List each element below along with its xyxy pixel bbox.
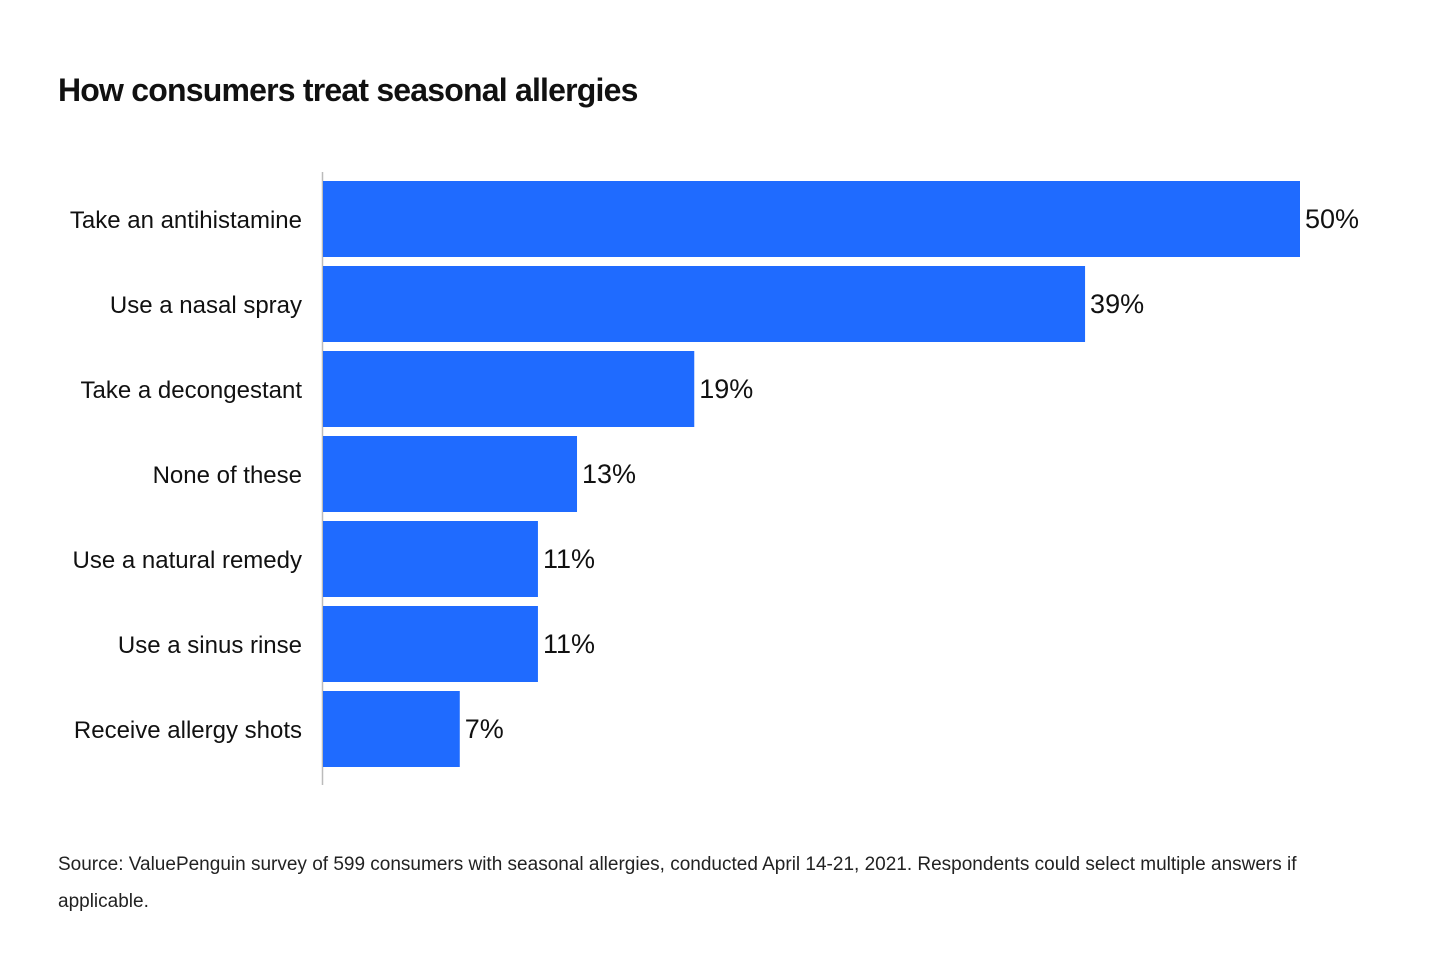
category-label: Use a natural remedy: [73, 547, 302, 574]
value-label: 50%: [1305, 204, 1359, 234]
chart-title: How consumers treat seasonal allergies: [58, 72, 638, 108]
bar-2: [323, 351, 695, 427]
bars-group: Take an antihistamine 50% Use a nasal spra…: [70, 181, 1359, 767]
value-label: 11%: [543, 544, 595, 574]
category-label: None of these: [153, 462, 302, 489]
bar-5: [323, 606, 538, 682]
bar-6: [323, 691, 460, 767]
category-label: Use a nasal spray: [110, 292, 302, 319]
bar-4: [323, 521, 538, 597]
category-label: Take a decongestant: [81, 377, 303, 404]
bar-1: [323, 266, 1086, 342]
bar-0: [323, 181, 1300, 257]
value-label: 39%: [1090, 289, 1144, 319]
value-label: 7%: [465, 714, 504, 744]
value-label: 19%: [699, 374, 753, 404]
source-note: Source: ValuePenguin survey of 599 consu…: [58, 854, 1297, 912]
value-label: 11%: [543, 629, 595, 659]
bar-3: [323, 436, 578, 512]
category-label: Use a sinus rinse: [118, 632, 302, 659]
value-label: 13%: [582, 459, 636, 489]
category-label: Receive allergy shots: [74, 717, 302, 744]
category-label: Take an antihistamine: [70, 207, 302, 234]
